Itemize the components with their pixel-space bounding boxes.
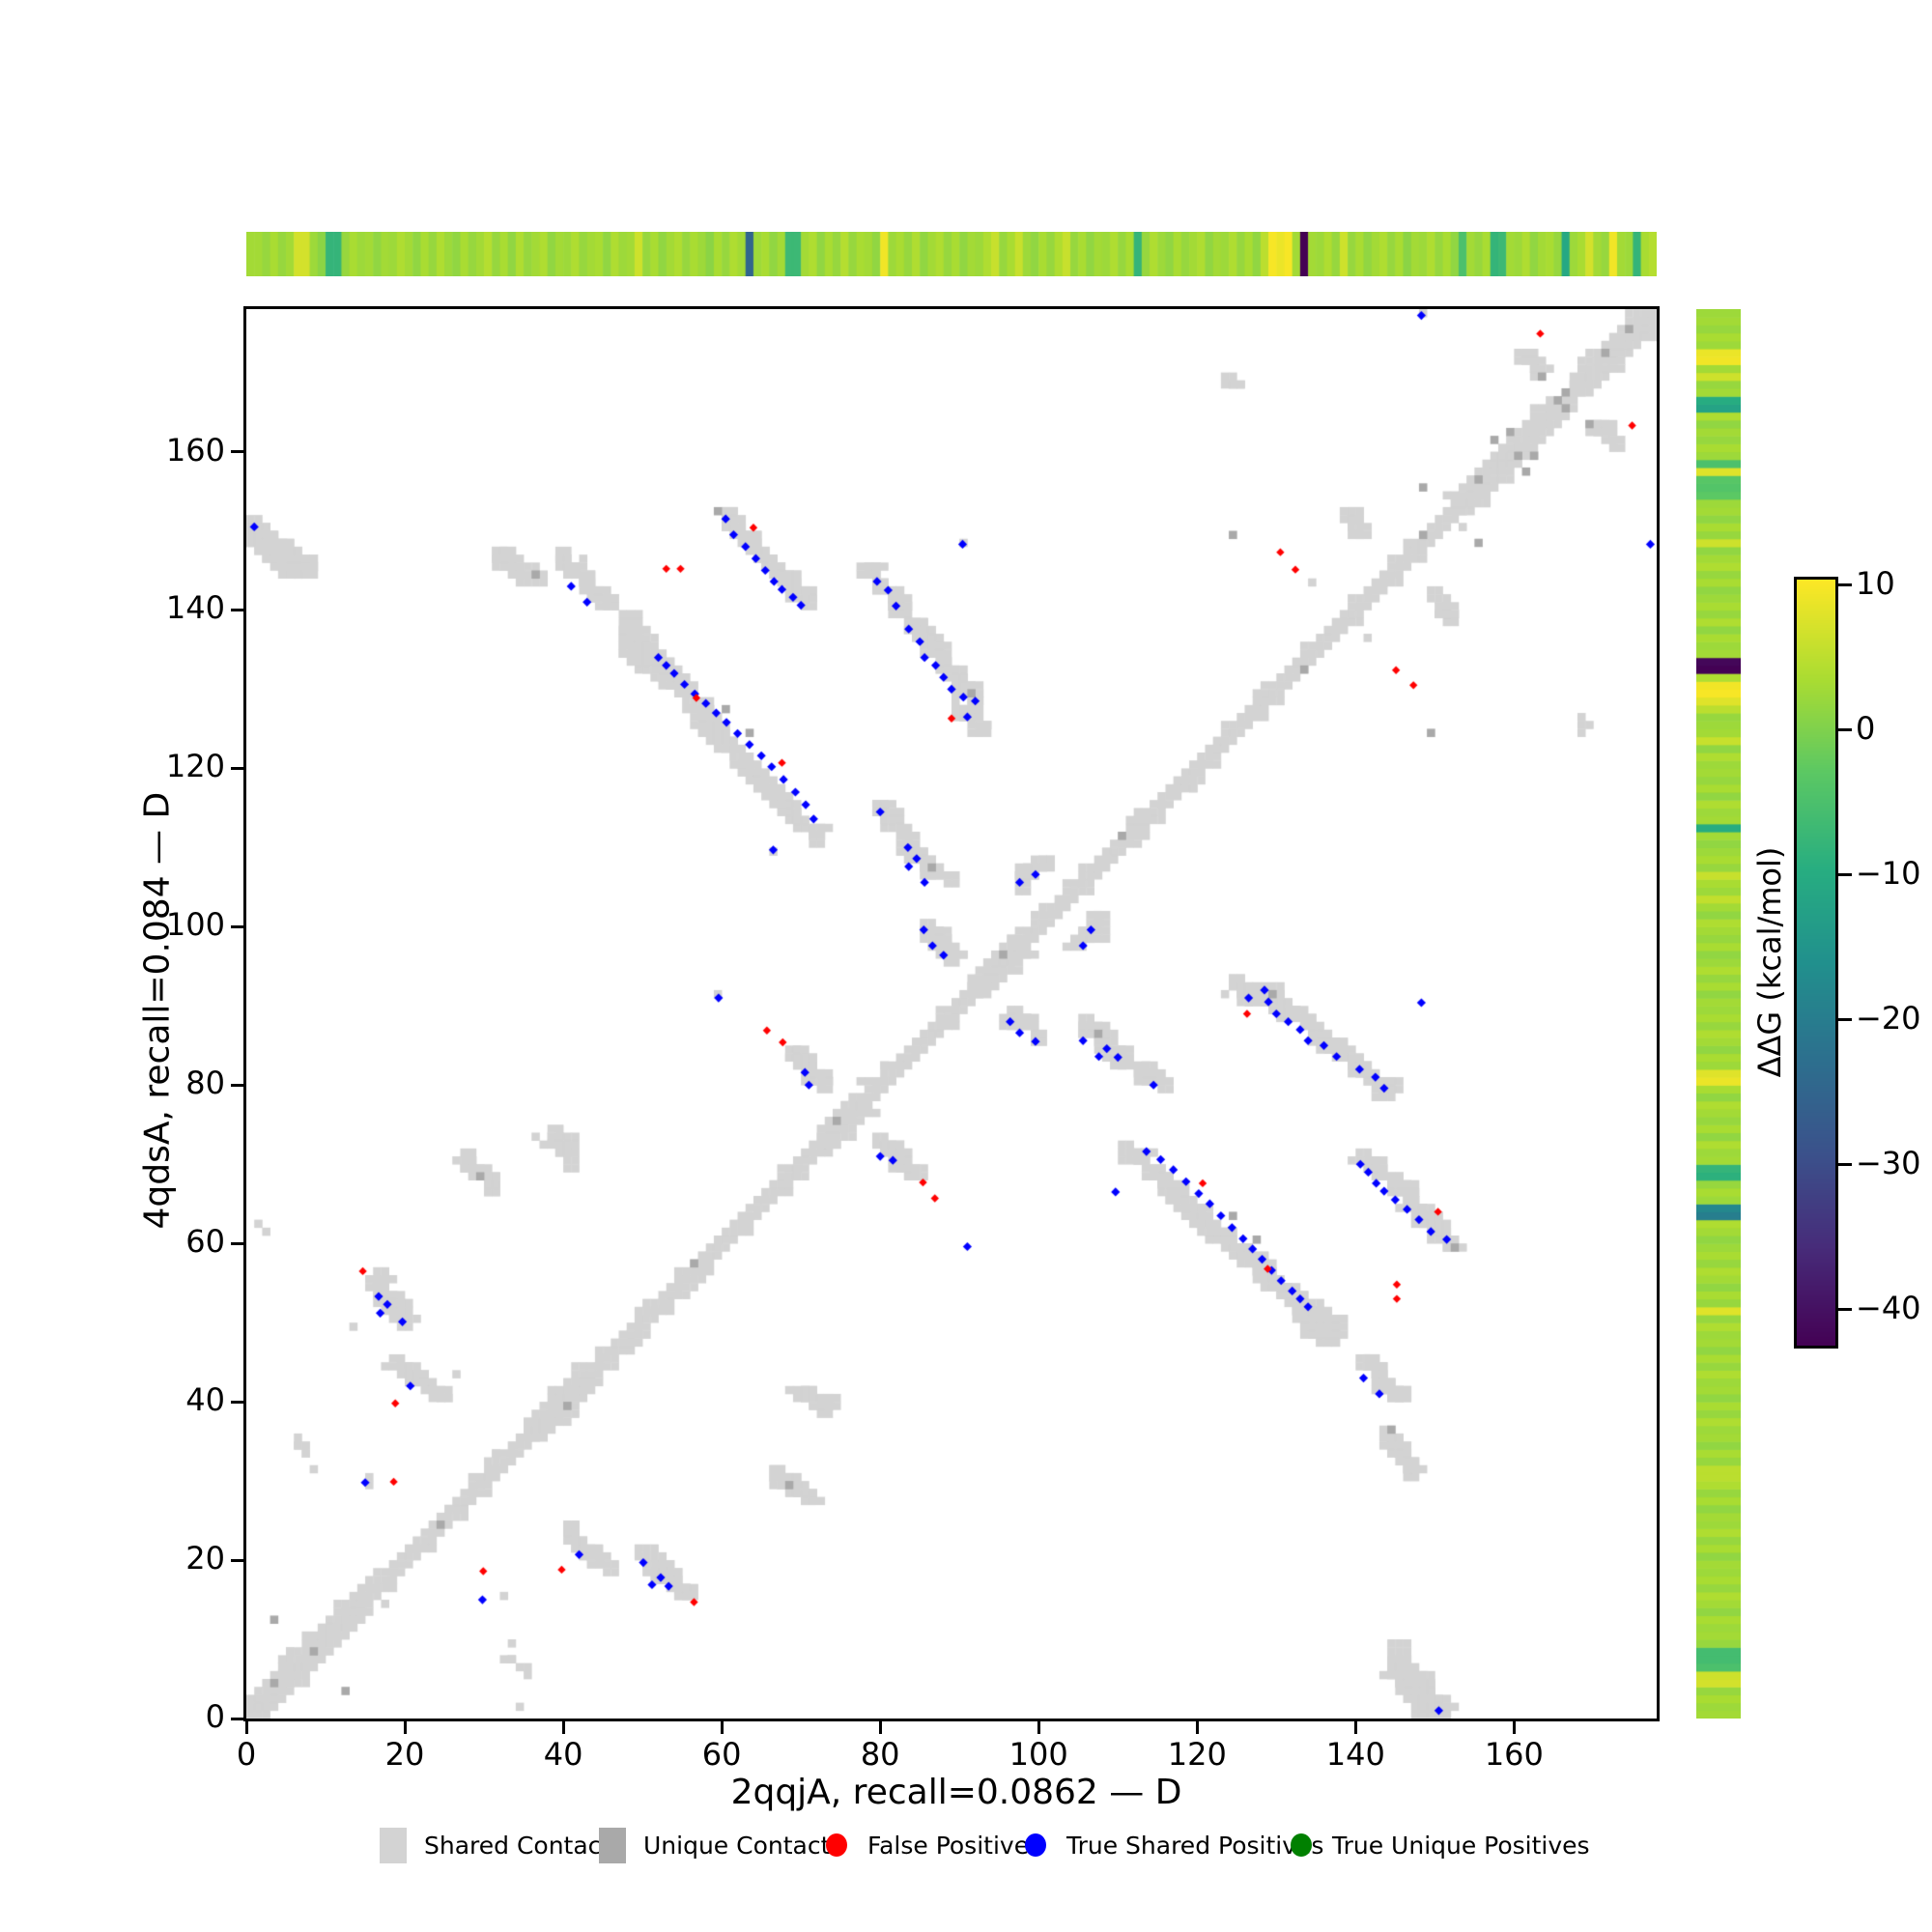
y-tick-mark: [231, 1241, 246, 1245]
colorbar-tick-mark: [1838, 582, 1852, 586]
y-tick-label: 140: [165, 589, 225, 627]
x-tick-mark: [1512, 1719, 1516, 1734]
legend-item-shared-contacts: Shared Contacts: [379, 1822, 623, 1868]
colorbar-tick-label: −30: [1856, 1145, 1921, 1182]
y-tick-mark: [231, 450, 246, 454]
y-tick-mark: [231, 766, 246, 770]
x-tick-mark: [878, 1719, 882, 1734]
colorbar-label: ΔΔG (kcal/mol): [1751, 846, 1788, 1078]
colorbar-tick-label: −10: [1856, 855, 1921, 893]
x-axis-label: 2qqjA, recall=0.0862 — D: [730, 1773, 1182, 1812]
x-tick-label: 160: [1484, 1736, 1544, 1773]
square-marker-icon: [380, 1827, 407, 1863]
colorbar-tick-mark: [1838, 727, 1852, 731]
legend-item-false-positives: False Positives: [822, 1822, 1041, 1868]
y-tick-mark: [231, 1083, 246, 1087]
right-strip-heatmap: [1696, 309, 1741, 1719]
legend: Shared Contacts Unique Contacts False Posi…: [0, 1822, 1932, 1868]
colorbar-tick-mark: [1838, 1017, 1852, 1021]
legend-item-unique-contacts: Unique Contacts: [598, 1822, 842, 1868]
y-axis-label: 4qdsA, recall=0.084 — D: [137, 791, 178, 1230]
x-tick-mark: [561, 1719, 565, 1734]
top-strip-heatmap: [246, 232, 1657, 276]
y-tick-mark: [231, 924, 246, 928]
colorbar-tick-label: −20: [1856, 1000, 1921, 1037]
y-tick-label: 40: [185, 1381, 225, 1419]
legend-item-true-shared-positives: True Shared Positives: [1021, 1822, 1323, 1868]
y-tick-label: 60: [185, 1223, 225, 1261]
legend-item-true-unique-positives: True Unique Positives: [1287, 1822, 1590, 1868]
y-tick-mark: [231, 1717, 246, 1720]
y-tick-label: 100: [165, 906, 225, 944]
circle-marker-icon: [1025, 1833, 1046, 1857]
y-tick-mark: [231, 1558, 246, 1562]
x-tick-mark: [244, 1719, 248, 1734]
circle-marker-icon: [1291, 1833, 1312, 1857]
colorbar-tick-label: 10: [1856, 565, 1895, 603]
legend-label: False Positives: [867, 1831, 1042, 1860]
x-tick-label: 120: [1167, 1736, 1227, 1773]
contact-map-canvas: [246, 309, 1657, 1719]
x-tick-label: 140: [1325, 1736, 1385, 1773]
colorbar-tick-label: 0: [1856, 710, 1876, 748]
y-tick-label: 80: [185, 1065, 225, 1102]
legend-label: True Unique Positives: [1332, 1831, 1590, 1860]
y-tick-label: 20: [185, 1540, 225, 1577]
colorbar-tick-label: −40: [1856, 1290, 1921, 1327]
y-tick-mark: [231, 608, 246, 611]
y-tick-label: 0: [205, 1698, 225, 1735]
x-tick-label: 0: [236, 1736, 257, 1773]
colorbar-tick-mark: [1838, 1162, 1852, 1166]
x-tick-label: 20: [384, 1736, 425, 1773]
colorbar-tick-mark: [1838, 872, 1852, 876]
x-tick-mark: [403, 1719, 407, 1734]
circle-marker-icon: [826, 1833, 847, 1857]
x-tick-label: 60: [701, 1736, 742, 1773]
square-marker-icon: [599, 1827, 626, 1863]
x-tick-label: 40: [543, 1736, 583, 1773]
legend-label: Shared Contacts: [424, 1831, 624, 1860]
colorbar-gradient: [1797, 580, 1835, 1346]
x-tick-mark: [720, 1719, 724, 1734]
x-tick-mark: [1195, 1719, 1199, 1734]
x-tick-mark: [1353, 1719, 1357, 1734]
x-tick-label: 100: [1009, 1736, 1068, 1773]
y-tick-label: 120: [165, 748, 225, 785]
y-tick-label: 160: [165, 431, 225, 469]
y-tick-mark: [231, 1400, 246, 1404]
x-tick-mark: [1037, 1719, 1040, 1734]
x-tick-label: 80: [860, 1736, 900, 1773]
colorbar-tick-mark: [1838, 1307, 1852, 1311]
colorbar-border: [1794, 577, 1838, 1349]
legend-label: Unique Contacts: [643, 1831, 843, 1860]
legend-label: True Shared Positives: [1066, 1831, 1324, 1860]
